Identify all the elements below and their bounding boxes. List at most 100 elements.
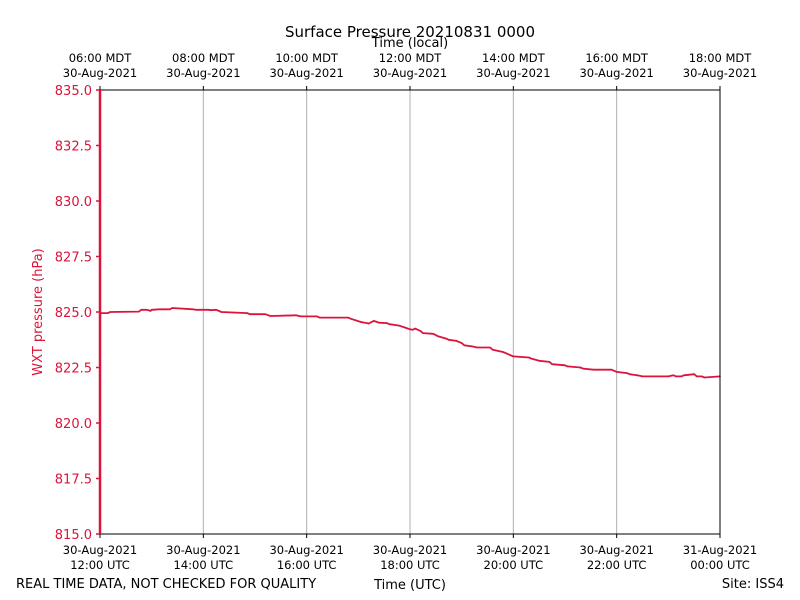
data-point [681,376,683,378]
data-point [675,376,677,378]
x-tick-date-label: 30-Aug-2021 [579,543,653,557]
y-tick-label: 827.5 [55,251,92,266]
data-point [538,360,540,362]
data-point [265,313,267,315]
y-tick-label: 820.0 [55,417,92,432]
data-point [567,366,569,368]
data-point [221,311,223,313]
data-point [368,323,370,325]
data-point [668,376,670,378]
y-axis-label: WXT pressure (hPa) [31,248,46,376]
top-tick-time-label: 12:00 MDT [379,51,443,65]
top-tick-date-label: 30-Aug-2021 [373,66,447,80]
top-tick-date-label: 30-Aug-2021 [63,66,137,80]
data-point [593,369,595,371]
top-tick-time-label: 18:00 MDT [689,51,753,65]
x-tick-time-label: 12:00 UTC [70,558,130,572]
x-tick-time-label: 18:00 UTC [380,558,440,572]
data-point [673,375,675,377]
x-tick-date-label: 30-Aug-2021 [269,543,343,557]
y-tick-label: 815.0 [55,528,92,543]
top-tick-time-label: 10:00 MDT [275,51,339,65]
data-point [476,347,478,349]
data-point [433,333,435,335]
x-tick-date-label: 30-Aug-2021 [166,543,240,557]
data-point [249,313,251,315]
data-point [216,309,218,311]
data-point [461,342,463,344]
data-point [298,315,300,317]
data-point [502,351,504,353]
data-point [159,309,161,311]
data-point [505,352,507,354]
x-tick-time-label: 14:00 UTC [174,558,234,572]
data-point [319,317,321,319]
data-point [316,316,318,318]
data-point [110,311,112,313]
y-ticks: 815.0 817.5 820.0 822.5 825.0 827.5 830.0 832.5… [55,84,100,543]
top-tick-date-label: 30-Aug-2021 [476,66,550,80]
data-point [141,309,143,311]
data-point [637,375,639,377]
x-tick-date-label: 31-Aug-2021 [683,543,757,557]
quality-disclaimer: REAL TIME DATA, NOT CHECKED FOR QUALITY [16,577,316,592]
data-point [662,376,664,378]
data-point [626,372,628,374]
vertical-grid [203,90,616,534]
x-tick-date-label: 30-Aug-2021 [63,543,137,557]
y-tick-label: 825.0 [55,306,92,321]
data-point [696,376,698,378]
x-tick-time-label: 22:00 UTC [587,558,647,572]
data-point [246,312,248,314]
data-point [513,356,515,358]
site-label: Site: ISS4 [722,577,784,592]
data-point [172,307,174,309]
data-point [192,309,194,311]
data-point [580,367,582,369]
data-point [409,329,411,331]
data-point [270,315,272,317]
data-point [464,345,466,347]
data-point [448,339,450,341]
y-tick-label: 830.0 [55,195,92,210]
data-point [151,309,153,311]
data-point [551,363,553,365]
data-point [301,316,303,318]
data-point [489,347,491,349]
data-point [456,340,458,342]
data-point [445,338,447,340]
x-axis-label: Time (UTC) [373,578,446,593]
data-point [438,336,440,338]
data-point [350,318,352,320]
data-point [683,375,685,377]
data-point [138,311,140,313]
data-point [389,323,391,325]
data-point [492,349,494,351]
top-tick-date-label: 30-Aug-2021 [166,66,240,80]
top-tick-time-label: 14:00 MDT [482,51,546,65]
data-point [422,332,424,334]
data-point [378,322,380,324]
data-point [704,377,706,379]
y-tick-label: 832.5 [55,140,92,155]
data-point [412,329,414,331]
data-point [394,324,396,326]
data-point [195,309,197,311]
data-point [169,309,171,311]
data-point [582,368,584,370]
data-point [642,376,644,378]
data-point [347,317,349,319]
pressure-chart: Surface Pressure 20210831 0000 Time (loc… [0,0,800,600]
y-tick-label: 835.0 [55,84,92,99]
data-point [360,321,362,323]
data-point [693,373,695,375]
y-tick-label: 817.5 [55,473,92,488]
top-tick-time-label: 06:00 MDT [69,51,133,65]
data-point [701,376,703,378]
data-point [210,309,212,311]
x-tick-date-label: 30-Aug-2021 [373,543,447,557]
top-tick-time-label: 08:00 MDT [172,51,236,65]
top-tick-time-label: 16:00 MDT [585,51,649,65]
